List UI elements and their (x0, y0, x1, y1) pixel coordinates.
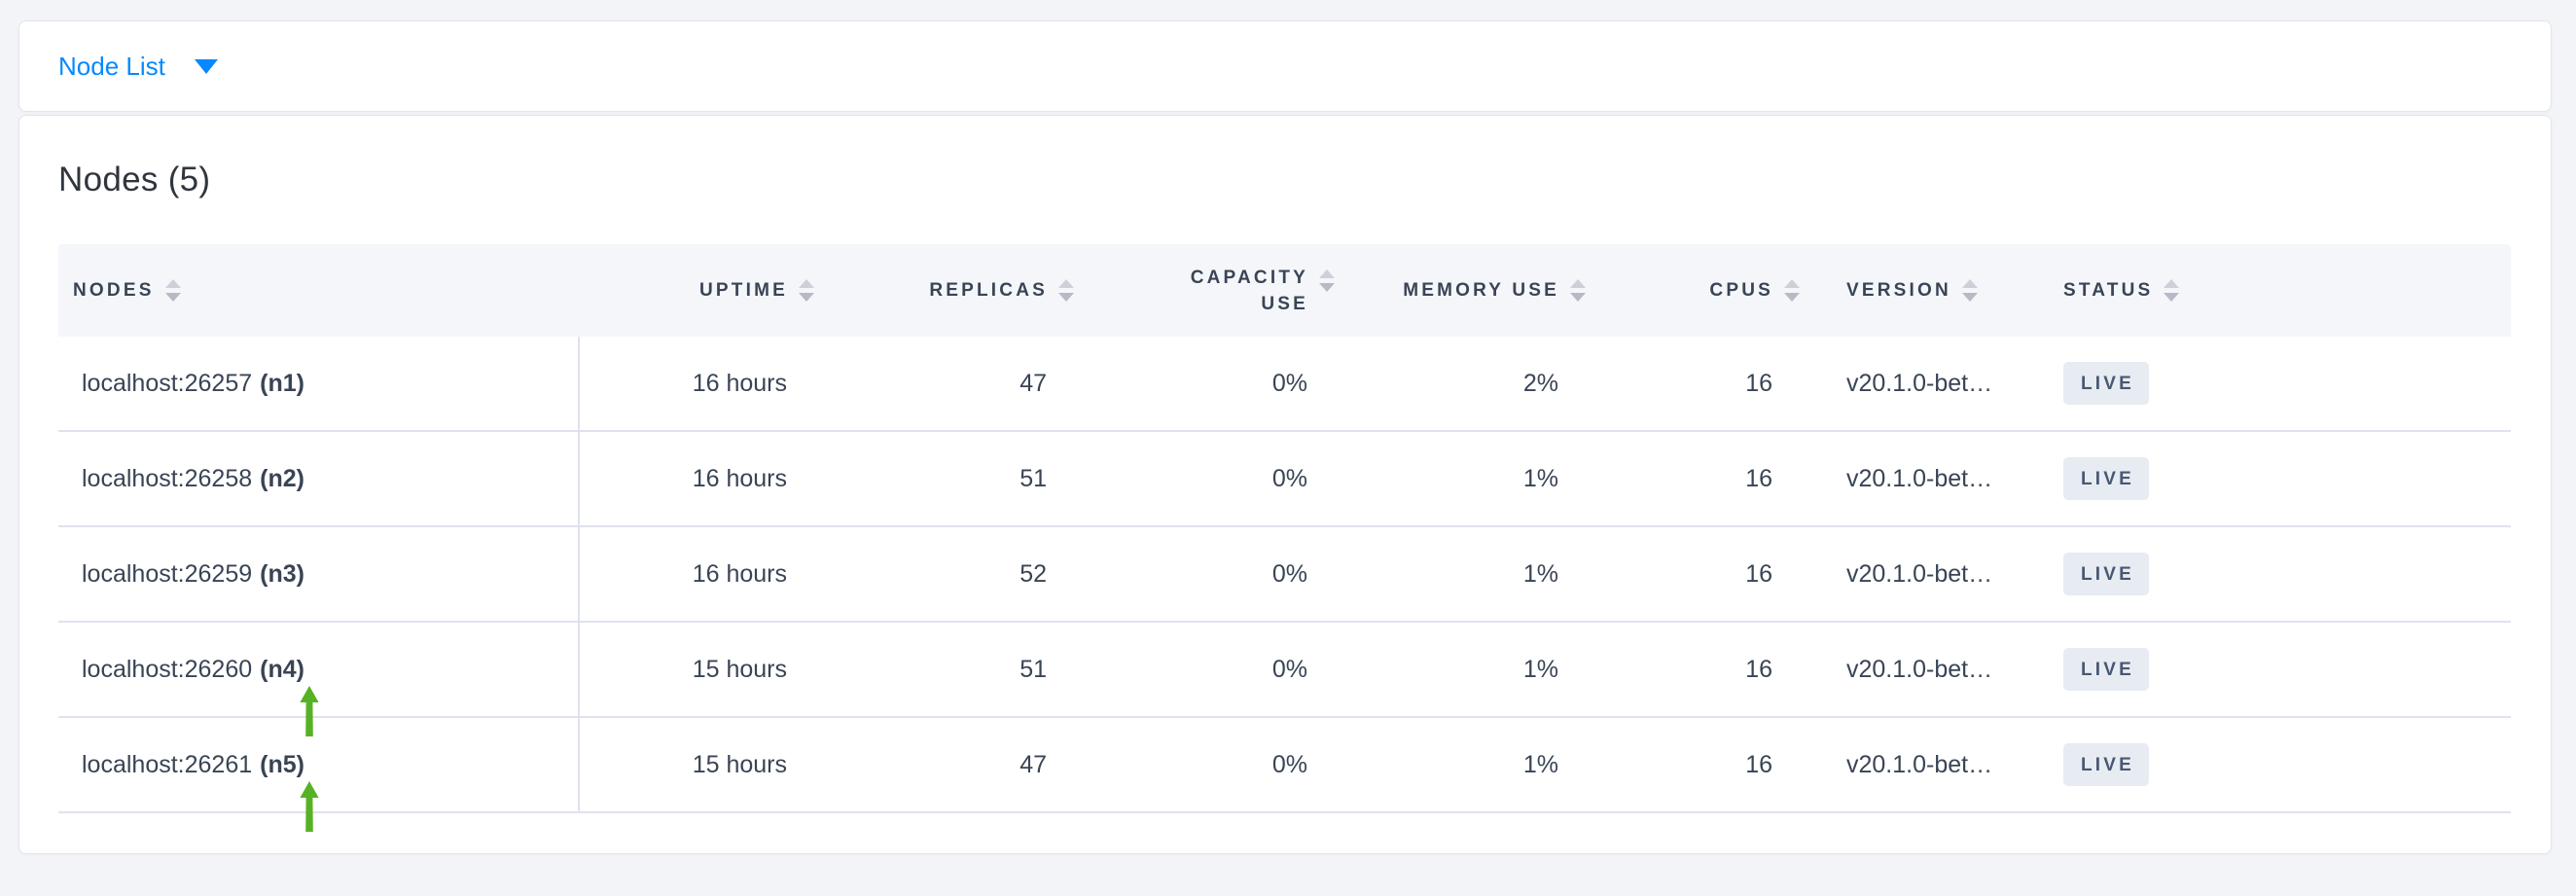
node-id: (n4) (260, 655, 304, 683)
node-address-cell: localhost:26259 (n3) (58, 527, 580, 621)
column-header-nodes[interactable]: NODES (58, 244, 580, 337)
table-row: localhost:26258 (n2) 16 hours 51 0% 1% 1… (58, 432, 2511, 527)
status-badge: LIVE (2063, 553, 2150, 595)
column-header-uptime[interactable]: UPTIME (580, 244, 820, 337)
node-address: localhost:26258 (82, 464, 253, 492)
status-badge: LIVE (2063, 362, 2150, 405)
cpus-cell: 16 (1745, 464, 1772, 492)
replicas-cell: 52 (1020, 559, 1047, 588)
memory-use-cell: 1% (1522, 750, 1558, 778)
table-header-row: NODES UPTIME REPLICAS CAPACITY USE MEMOR… (58, 244, 2511, 337)
annotation-arrow-icon (300, 686, 319, 736)
node-id: (n5) (260, 750, 304, 778)
node-address: localhost:26261 (82, 750, 253, 778)
sort-icon (1058, 279, 1074, 302)
node-address-cell: localhost:26261 (n5) (58, 718, 580, 832)
annotation-arrow-icon (300, 781, 319, 832)
version-cell: v20.1.0-bet… (1846, 655, 1993, 683)
node-id: (n2) (260, 464, 304, 492)
uptime-cell: 16 hours (692, 369, 787, 397)
replicas-cell: 47 (1020, 750, 1047, 778)
sort-icon (164, 279, 181, 302)
capacity-use-cell: 0% (1271, 369, 1307, 397)
version-cell: v20.1.0-bet… (1846, 369, 1993, 397)
memory-use-cell: 2% (1522, 369, 1558, 397)
capacity-use-cell: 0% (1271, 464, 1307, 492)
capacity-use-cell: 0% (1271, 750, 1307, 778)
status-cell: LIVE (2046, 623, 2511, 716)
node-address: localhost:26260 (82, 655, 253, 683)
sort-icon (1961, 279, 1978, 302)
uptime-cell: 15 hours (692, 750, 787, 778)
cpus-cell: 16 (1745, 369, 1772, 397)
caret-down-icon (194, 58, 218, 74)
cpus-cell: 16 (1745, 655, 1772, 683)
sort-icon (799, 279, 814, 302)
sort-icon (1319, 269, 1335, 292)
memory-use-cell: 1% (1522, 655, 1558, 683)
cpus-cell: 16 (1745, 559, 1772, 588)
table-row: localhost:26260 (n4) 15 hours 51 0% 1% 1… (58, 623, 2511, 736)
node-address-cell: localhost:26260 (n4) (58, 623, 580, 736)
column-header-version[interactable]: VERSION (1806, 244, 2046, 337)
column-header-status[interactable]: STATUS (2046, 244, 2511, 337)
sort-icon (1570, 279, 1586, 302)
node-address-cell: localhost:26257 (n1) (58, 337, 580, 430)
version-cell: v20.1.0-bet… (1846, 559, 1993, 588)
capacity-use-cell: 0% (1271, 655, 1307, 683)
node-address: localhost:26257 (82, 369, 253, 397)
uptime-cell: 16 hours (692, 559, 787, 588)
column-header-replicas[interactable]: REPLICAS (820, 244, 1080, 337)
page-title: Nodes (5) (58, 161, 211, 198)
nodes-table: NODES UPTIME REPLICAS CAPACITY USE MEMOR… (58, 244, 2511, 832)
nodes-panel: Nodes (5) NODES UPTIME REPLICAS CAPACITY… (18, 115, 2552, 854)
capacity-use-cell: 0% (1271, 559, 1307, 588)
version-cell: v20.1.0-bet… (1846, 464, 1993, 492)
status-badge: LIVE (2063, 743, 2150, 786)
page: { "colors": { "page_bg": "#f3f4f8", "acc… (0, 20, 2576, 896)
status-cell: LIVE (2046, 527, 2511, 621)
view-dropdown[interactable]: Node List (58, 52, 218, 82)
replicas-cell: 47 (1020, 369, 1047, 397)
table-row: localhost:26259 (n3) 16 hours 52 0% 1% 1… (58, 527, 2511, 623)
table-row: localhost:26261 (n5) 15 hours 47 0% 1% 1… (58, 718, 2511, 832)
table-row: localhost:26257 (n1) 16 hours 47 0% 2% 1… (58, 337, 2511, 432)
memory-use-cell: 1% (1522, 464, 1558, 492)
version-cell: v20.1.0-bet… (1846, 750, 1993, 778)
memory-use-cell: 1% (1522, 559, 1558, 588)
node-address-cell: localhost:26258 (n2) (58, 432, 580, 525)
node-id: (n1) (260, 369, 304, 397)
view-selector-bar: Node List (18, 20, 2552, 112)
status-cell: LIVE (2046, 432, 2511, 525)
node-address: localhost:26259 (82, 559, 253, 588)
cpus-cell: 16 (1745, 750, 1772, 778)
sort-icon (2164, 279, 2180, 302)
uptime-cell: 15 hours (692, 655, 787, 683)
uptime-cell: 16 hours (692, 464, 787, 492)
view-dropdown-label: Node List (58, 51, 165, 81)
column-header-cpus[interactable]: CPUS (1592, 244, 1806, 337)
node-id: (n3) (260, 559, 304, 588)
status-badge: LIVE (2063, 648, 2150, 691)
replicas-cell: 51 (1020, 655, 1047, 683)
column-header-capacity-use[interactable]: CAPACITY USE (1080, 244, 1341, 337)
status-cell: LIVE (2046, 337, 2511, 430)
status-badge: LIVE (2063, 457, 2150, 500)
replicas-cell: 51 (1020, 464, 1047, 492)
column-header-memory-use[interactable]: MEMORY USE (1341, 244, 1592, 337)
sort-icon (1784, 279, 1800, 302)
status-cell: LIVE (2046, 718, 2511, 811)
